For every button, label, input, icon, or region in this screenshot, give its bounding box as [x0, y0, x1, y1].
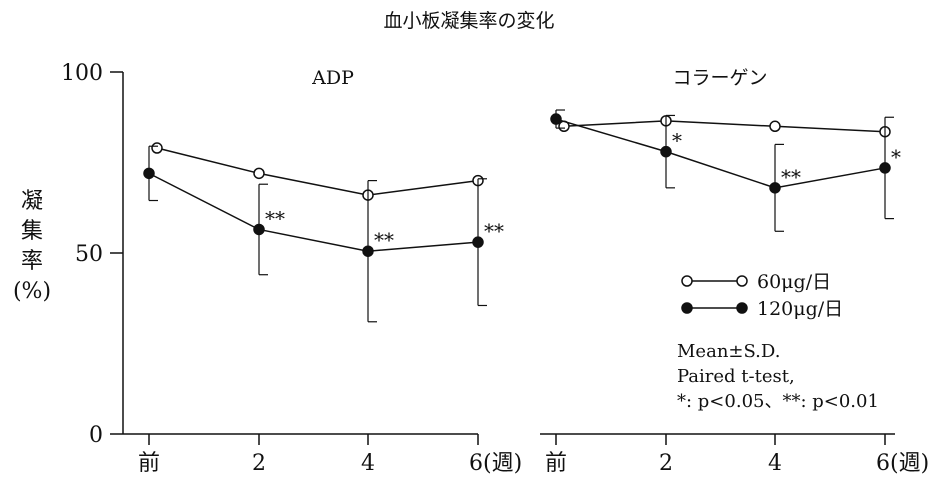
- y-axis-label-char-3: 率: [21, 249, 43, 274]
- y-axis-label-char-2: 集: [21, 219, 43, 244]
- data-point-adp-120: [253, 223, 265, 236]
- data-point-collagen-120: [550, 113, 562, 125]
- data-point-adp-120: [143, 167, 155, 180]
- y-axis-label-char-1: 凝: [21, 189, 43, 214]
- significance-marker: **: [781, 165, 801, 189]
- figure-title: 血小板凝集率の変化: [383, 10, 554, 32]
- y-tick-label-50: 50: [75, 242, 103, 267]
- x-tick-label-4: 4: [361, 451, 375, 476]
- stats-note-mean-sd: Mean±S.D.: [677, 341, 780, 362]
- series-line-collagen-120: [555, 118, 886, 189]
- panel-title-adp: ADP: [311, 67, 354, 89]
- legend-marker-open-left: [681, 275, 693, 287]
- x-tick-label-pre: 前: [138, 451, 160, 476]
- data-point-adp-60: [151, 142, 163, 154]
- data-point-collagen-120: [769, 182, 781, 194]
- significance-marker: **: [374, 228, 394, 252]
- legend-marker-filled-left: [681, 302, 693, 314]
- stats-note-significance: *: p<0.05、**: p<0.01: [677, 391, 879, 412]
- x-tick-label-4: 4: [768, 451, 782, 476]
- legend-marker-open-right: [736, 275, 748, 287]
- significance-marker: *: [891, 145, 901, 169]
- stats-note-test: Paired t-test,: [677, 366, 795, 387]
- data-point-adp-60: [253, 167, 265, 180]
- x-tick-label-pre: 前: [545, 451, 567, 476]
- significance-marker: *: [672, 129, 682, 153]
- data-point-adp-120: [472, 236, 484, 248]
- panel-title-collagen: コラーゲン: [672, 67, 767, 89]
- legend: 60μg/日 120μg/日: [681, 271, 843, 320]
- x-tick-label-2: 2: [252, 451, 266, 476]
- significance-marker: **: [484, 219, 504, 243]
- x-tick-label-6-weeks: 6(週): [876, 451, 929, 476]
- x-tick-label-2: 2: [659, 451, 673, 476]
- significance-marker: **: [265, 206, 285, 230]
- series-line-adp-120: [148, 172, 479, 252]
- y-tick-label-100: 100: [61, 61, 103, 86]
- data-point-collagen-120: [660, 145, 672, 158]
- y-tick-label-0: 0: [89, 423, 103, 448]
- data-point-adp-120: [362, 245, 374, 257]
- legend-marker-filled-right: [736, 302, 748, 314]
- x-tick-label-6-weeks: 6(週): [469, 451, 522, 476]
- data-point-collagen-120: [879, 162, 891, 174]
- data-point-collagen-60: [769, 120, 781, 133]
- y-axis-label-unit: (%): [13, 279, 51, 304]
- series-line-adp-60: [156, 147, 479, 196]
- series-line-collagen-60: [563, 120, 886, 133]
- legend-label-120: 120μg/日: [757, 298, 843, 320]
- legend-label-60: 60μg/日: [757, 271, 831, 293]
